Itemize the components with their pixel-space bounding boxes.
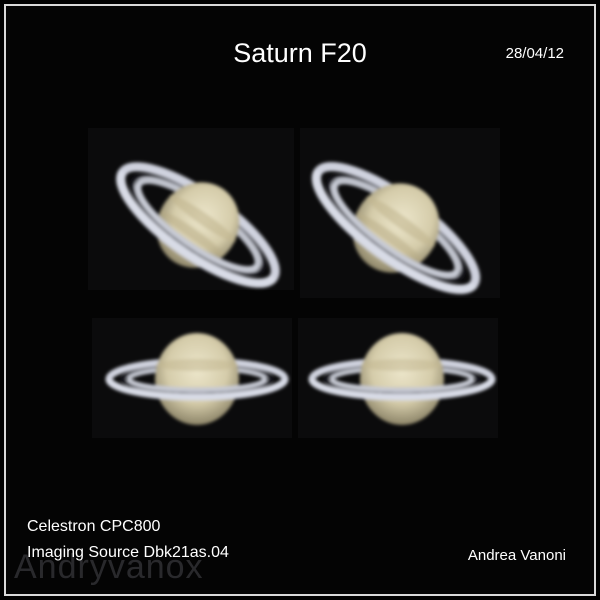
saturn-top-left	[116, 162, 280, 288]
saturn-bottom-left	[105, 333, 289, 425]
telescope-label: Celestron CPC800	[27, 518, 161, 535]
camera-label: Imaging Source Dbk21as.04	[27, 544, 229, 561]
watermark: Andryvanox	[14, 548, 204, 586]
author-credit: Andrea Vanoni	[467, 547, 566, 564]
image-border	[4, 4, 596, 596]
saturn-bottom-right	[308, 333, 496, 425]
saturn-top-right	[311, 162, 481, 294]
capture-date: 28/04/12	[505, 45, 564, 62]
image-title: Saturn F20	[233, 38, 367, 68]
